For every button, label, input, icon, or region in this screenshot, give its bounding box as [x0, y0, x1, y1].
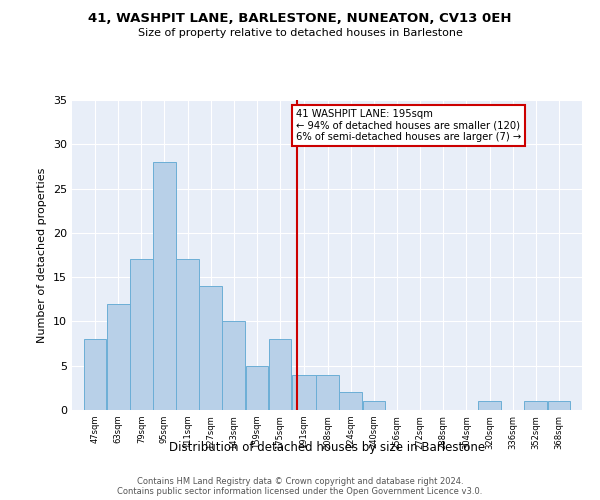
Bar [223, 322, 245, 410]
Bar [84, 339, 106, 410]
Bar [478, 401, 501, 410]
Text: Contains public sector information licensed under the Open Government Licence v3: Contains public sector information licen… [118, 486, 482, 496]
Text: Distribution of detached houses by size in Barlestone: Distribution of detached houses by size … [169, 441, 485, 454]
Bar [362, 401, 385, 410]
Y-axis label: Number of detached properties: Number of detached properties [37, 168, 47, 342]
Bar [153, 162, 176, 410]
Bar [107, 304, 130, 410]
Text: 41 WASHPIT LANE: 195sqm
← 94% of detached houses are smaller (120)
6% of semi-de: 41 WASHPIT LANE: 195sqm ← 94% of detache… [296, 109, 521, 142]
Bar [316, 374, 339, 410]
Bar [176, 260, 199, 410]
Bar [548, 401, 570, 410]
Bar [199, 286, 222, 410]
Bar [130, 260, 152, 410]
Text: 41, WASHPIT LANE, BARLESTONE, NUNEATON, CV13 0EH: 41, WASHPIT LANE, BARLESTONE, NUNEATON, … [88, 12, 512, 26]
Text: Size of property relative to detached houses in Barlestone: Size of property relative to detached ho… [137, 28, 463, 38]
Bar [340, 392, 362, 410]
Text: Contains HM Land Registry data © Crown copyright and database right 2024.: Contains HM Land Registry data © Crown c… [137, 476, 463, 486]
Bar [292, 374, 316, 410]
Bar [245, 366, 268, 410]
Bar [269, 339, 292, 410]
Bar [524, 401, 547, 410]
